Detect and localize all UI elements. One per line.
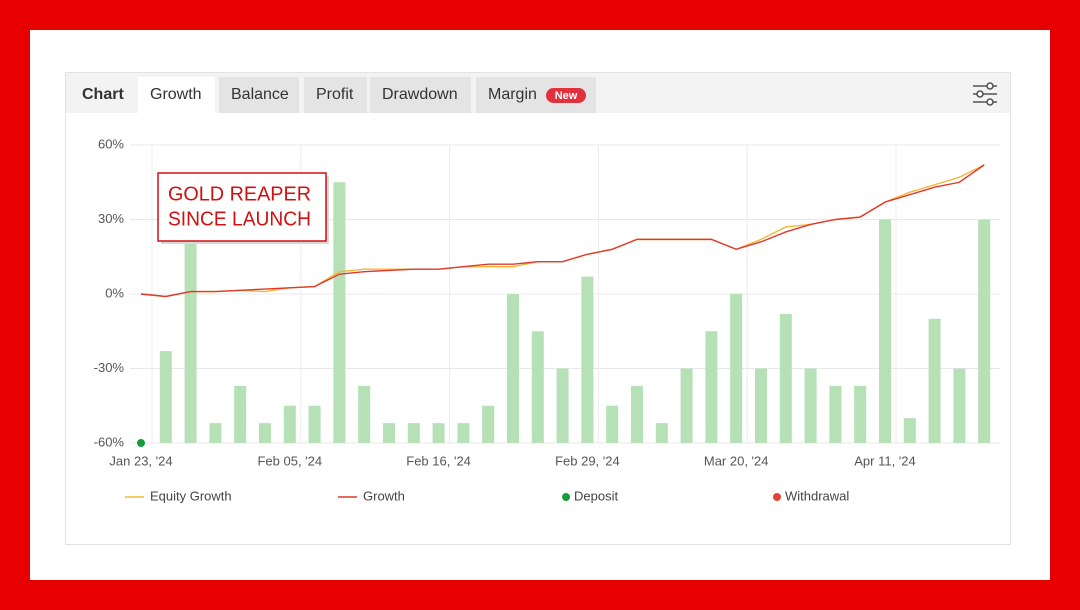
bar xyxy=(283,405,296,443)
bar xyxy=(383,423,395,443)
bar xyxy=(680,368,693,443)
bar xyxy=(655,423,668,443)
tab-label: Margin xyxy=(488,86,537,103)
bar xyxy=(903,418,916,443)
y-tick-label: 60% xyxy=(98,136,124,151)
bar xyxy=(209,423,222,443)
bar xyxy=(804,368,817,443)
bar xyxy=(953,368,966,443)
icon-knob xyxy=(986,98,994,106)
tab[interactable] xyxy=(370,77,471,113)
bar xyxy=(730,294,743,443)
annotation-box xyxy=(157,172,327,242)
bar xyxy=(507,294,519,443)
tab[interactable] xyxy=(138,77,215,113)
x-tick-label: Feb 05, '24 xyxy=(257,453,322,468)
x-tick-label: Jan 23, '24 xyxy=(109,453,172,468)
bar xyxy=(531,331,544,443)
point xyxy=(137,439,145,447)
badge-label: New xyxy=(555,90,578,102)
bar xyxy=(755,368,767,443)
card xyxy=(65,72,1011,545)
tab[interactable] xyxy=(219,77,299,113)
x-tick-label: Mar 20, '24 xyxy=(704,453,769,468)
icon-knob xyxy=(976,90,984,98)
bar xyxy=(581,276,594,443)
bar xyxy=(928,318,941,443)
tab-label: Growth xyxy=(150,86,202,103)
bar xyxy=(978,219,991,443)
annotation-text: GOLD REAPER xyxy=(168,183,311,205)
line-series xyxy=(140,164,985,298)
tab-label: Profit xyxy=(316,86,354,103)
chart-label: Chart xyxy=(82,86,124,103)
legend-label: Withdrawal xyxy=(785,488,849,503)
tab[interactable] xyxy=(304,77,367,113)
bar xyxy=(779,313,792,443)
bar xyxy=(482,405,495,443)
bar xyxy=(358,385,371,443)
bar xyxy=(407,423,420,443)
legend-label: Equity Growth xyxy=(150,488,232,503)
bar xyxy=(631,385,643,443)
bar xyxy=(829,385,842,443)
legend-swatch xyxy=(562,493,570,501)
bar xyxy=(159,351,172,443)
bar xyxy=(333,182,346,443)
badge xyxy=(546,88,586,103)
legend-swatch xyxy=(773,493,781,501)
bar xyxy=(705,331,718,443)
x-tick-label: Feb 16, '24 xyxy=(406,453,471,468)
legend-label: Deposit xyxy=(574,488,618,503)
x-tick-label: Apr 11, '24 xyxy=(854,453,916,468)
bar xyxy=(457,423,470,443)
x-tick-label: Feb 29, '24 xyxy=(555,453,620,468)
bar xyxy=(854,385,867,443)
annotation-text: SINCE LAUNCH xyxy=(168,208,311,230)
bar xyxy=(606,405,619,443)
y-tick-label: -30% xyxy=(94,360,125,375)
filter-icon[interactable] xyxy=(973,82,997,106)
bar xyxy=(184,239,197,443)
bar xyxy=(432,423,445,443)
bar xyxy=(556,368,569,443)
bar xyxy=(308,405,321,443)
tab-label: Balance xyxy=(231,86,289,103)
y-tick-label: 0% xyxy=(105,285,124,300)
tab-label: Drawdown xyxy=(382,86,458,103)
legend-label: Growth xyxy=(363,488,405,503)
icon-knob xyxy=(986,82,994,90)
bar xyxy=(234,385,247,443)
bar xyxy=(879,219,891,443)
y-tick-label: 30% xyxy=(98,211,124,226)
y-tick-label: -60% xyxy=(94,434,125,449)
bar xyxy=(259,423,271,443)
